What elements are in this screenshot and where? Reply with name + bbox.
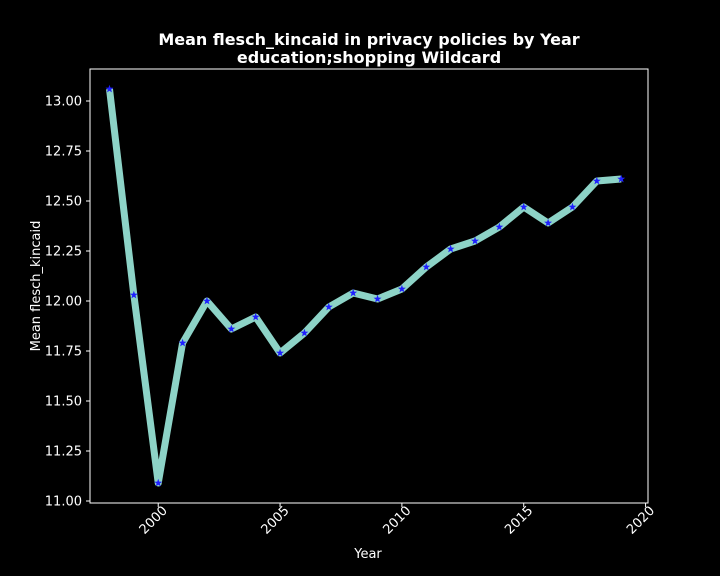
data-point-star — [397, 284, 406, 293]
data-point-star — [251, 312, 260, 321]
data-point-star — [227, 324, 236, 333]
y-axis-label: Mean flesch_kincaid — [29, 221, 44, 352]
y-tick-label: 12.75 — [45, 145, 82, 160]
y-tick-label: 12.00 — [45, 295, 82, 310]
axes-frame — [89, 68, 649, 504]
data-point-star — [324, 302, 333, 311]
chart-subtitle: education;shopping Wildcard — [237, 48, 501, 67]
data-point-star — [446, 244, 455, 253]
y-tick-label: 11.25 — [45, 445, 82, 460]
y-tick-label: 12.50 — [45, 195, 82, 210]
data-point-star — [300, 328, 309, 337]
data-point-star — [178, 338, 187, 347]
chart-title: Mean flesch_kincaid in privacy policies … — [158, 30, 579, 49]
plot-area — [105, 84, 626, 487]
y-tick-label: 12.25 — [45, 245, 82, 260]
series-line — [106, 88, 622, 487]
data-point-star — [495, 222, 504, 231]
y-tick-label: 11.75 — [45, 345, 82, 360]
data-point-star — [105, 84, 114, 93]
data-point-star — [568, 202, 577, 211]
data-point-star — [202, 296, 211, 305]
data-point-star — [349, 288, 358, 297]
data-point-star — [617, 174, 626, 183]
y-tick-label: 11.50 — [45, 395, 82, 410]
data-point-star — [592, 176, 601, 185]
data-point-star — [519, 202, 528, 211]
data-point-star — [422, 262, 431, 271]
data-point-star — [129, 290, 138, 299]
data-point-star — [276, 348, 285, 357]
data-point-star — [154, 478, 163, 487]
data-point-star — [471, 236, 479, 245]
x-axis-label: Year — [353, 547, 382, 562]
y-tick-label: 11.00 — [45, 495, 82, 510]
y-tick-label: 13.00 — [45, 95, 82, 110]
data-point-star — [544, 218, 553, 227]
data-point-star — [373, 294, 382, 303]
